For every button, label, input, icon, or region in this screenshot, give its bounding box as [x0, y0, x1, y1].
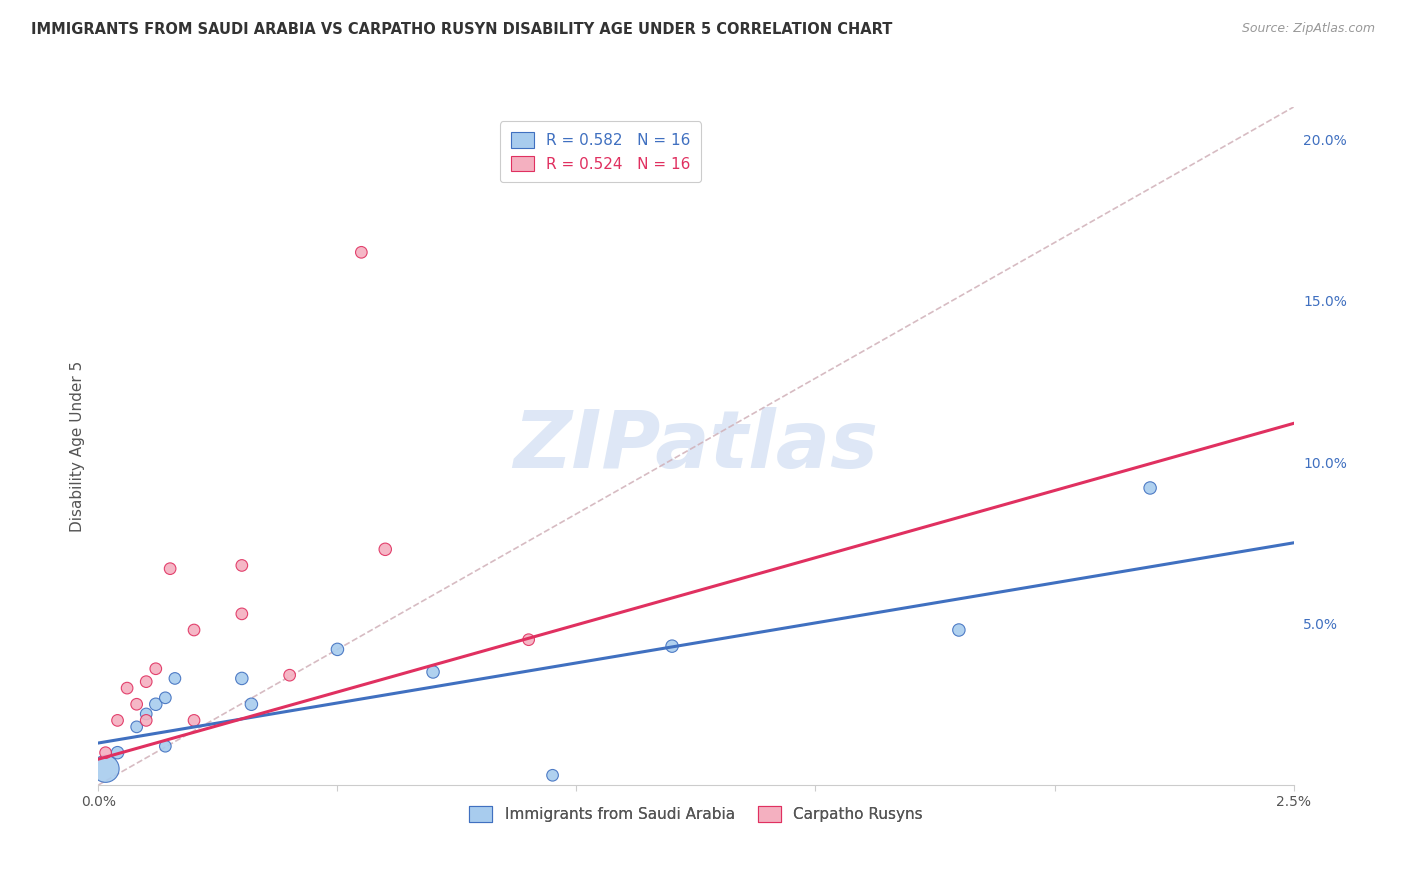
Point: [422, 665, 444, 679]
Point: [183, 623, 205, 637]
Y-axis label: Disability Age Under 5: Disability Age Under 5: [69, 360, 84, 532]
Point: [541, 768, 564, 782]
Point: [155, 690, 177, 705]
Point: [374, 542, 396, 557]
Point: [145, 662, 167, 676]
Text: Source: ZipAtlas.com: Source: ZipAtlas.com: [1241, 22, 1375, 36]
Point: [163, 672, 186, 686]
Point: [948, 623, 970, 637]
Point: [278, 668, 301, 682]
Text: IMMIGRANTS FROM SAUDI ARABIA VS CARPATHO RUSYN DISABILITY AGE UNDER 5 CORRELATIO: IMMIGRANTS FROM SAUDI ARABIA VS CARPATHO…: [31, 22, 893, 37]
Legend: Immigrants from Saudi Arabia, Carpatho Rusyns: Immigrants from Saudi Arabia, Carpatho R…: [464, 800, 928, 828]
Point: [94, 746, 117, 760]
Point: [107, 714, 129, 728]
Point: [661, 639, 683, 653]
Point: [183, 714, 205, 728]
Point: [125, 698, 148, 712]
Point: [135, 706, 157, 721]
Point: [115, 681, 138, 695]
Point: [326, 642, 349, 657]
Point: [517, 632, 540, 647]
Point: [107, 746, 129, 760]
Point: [159, 562, 181, 576]
Point: [155, 739, 177, 754]
Point: [231, 607, 253, 621]
Point: [350, 245, 373, 260]
Point: [231, 558, 253, 573]
Point: [240, 698, 263, 712]
Text: ZIPatlas: ZIPatlas: [513, 407, 879, 485]
Point: [145, 698, 167, 712]
Point: [231, 672, 253, 686]
Point: [135, 714, 157, 728]
Point: [125, 720, 148, 734]
Point: [135, 674, 157, 689]
Point: [1139, 481, 1161, 495]
Point: [94, 762, 117, 776]
